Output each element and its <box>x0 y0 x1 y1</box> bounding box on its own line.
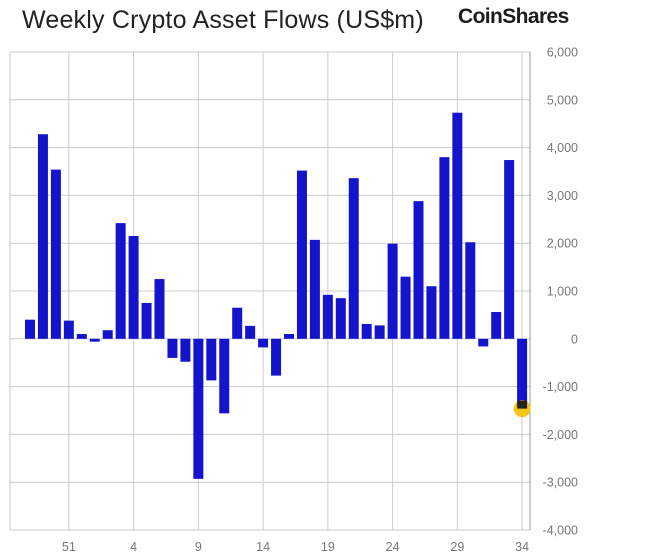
bar-week-75 <box>374 325 385 339</box>
bar-week-77 <box>400 276 411 339</box>
y-tick-label: 3,000 <box>547 189 578 203</box>
bar-week-65 <box>245 325 256 339</box>
bar-week-80 <box>439 157 450 339</box>
bar-week-70 <box>309 239 320 339</box>
bar-week-55 <box>115 223 126 339</box>
bar-week-62 <box>206 338 217 381</box>
bar-week-52 <box>76 334 87 339</box>
bar-week-71 <box>322 294 333 339</box>
bar-week-49 <box>37 134 48 339</box>
y-tick-label: 0 <box>571 332 578 346</box>
coinshares-logo: CoinShares <box>458 5 569 28</box>
y-tick-label: -4,000 <box>543 524 578 538</box>
x-tick-label: 9 <box>195 540 202 554</box>
bar-week-51 <box>63 320 74 339</box>
bar-week-78 <box>413 201 424 339</box>
x-tick-label: 4 <box>130 540 137 554</box>
bar-week-60 <box>180 338 191 362</box>
y-tick-label: 5,000 <box>547 93 578 107</box>
x-tick-label: 29 <box>450 540 464 554</box>
bar-week-83 <box>478 338 489 347</box>
x-tick-label: 34 <box>515 540 529 554</box>
bar-week-67 <box>271 338 282 376</box>
latest-value-cap <box>517 400 528 409</box>
x-tick-label: 14 <box>256 540 270 554</box>
bar-week-53 <box>89 338 100 342</box>
x-tick-label: 51 <box>62 540 76 554</box>
bar-week-79 <box>426 286 437 339</box>
bar-week-63 <box>219 338 230 414</box>
bar-week-50 <box>50 169 61 339</box>
bar-week-54 <box>102 330 113 339</box>
bar-week-64 <box>232 307 243 339</box>
y-tick-label: 1,000 <box>547 285 578 299</box>
bar-week-82 <box>465 242 476 339</box>
bar-week-72 <box>335 298 346 339</box>
y-tick-label: -2,000 <box>543 428 578 442</box>
bar-week-58 <box>154 279 165 339</box>
y-tick-label: -3,000 <box>543 476 578 490</box>
bar-week-74 <box>361 323 372 339</box>
bar-week-57 <box>141 302 152 339</box>
bar-week-61 <box>193 338 204 479</box>
bar-week-68 <box>284 334 294 339</box>
chart-title: Weekly Crypto Asset Flows (US$m) <box>22 6 424 34</box>
y-tick-label: -1,000 <box>543 380 578 394</box>
x-tick-label: 19 <box>321 540 335 554</box>
y-tick-label: 6,000 <box>547 46 578 60</box>
bar-week-69 <box>296 170 307 339</box>
bar-week-66 <box>258 338 269 348</box>
y-tick-label: 2,000 <box>547 237 578 251</box>
y-tick-label: 4,000 <box>547 141 578 155</box>
bar-week-59 <box>167 338 178 358</box>
bar-week-81 <box>452 112 463 339</box>
bar-week-85 <box>504 160 515 339</box>
bar-week-56 <box>128 236 139 339</box>
bar-week-48 <box>25 319 35 339</box>
bar-week-86 <box>517 338 528 409</box>
bar-week-76 <box>387 243 398 339</box>
bar-week-84 <box>491 312 502 339</box>
x-tick-label: 24 <box>386 540 400 554</box>
bar-week-73 <box>348 178 359 339</box>
